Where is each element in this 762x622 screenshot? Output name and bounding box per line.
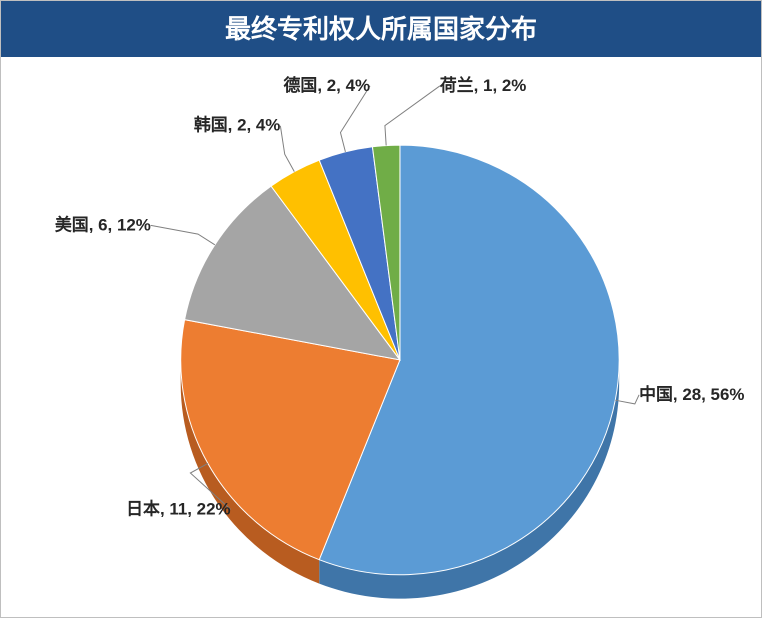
- label-韩国: 韩国, 2, 4%: [194, 115, 281, 135]
- chart-title-bar: 最终专利权人所属国家分布: [1, 1, 761, 57]
- chart-frame: 最终专利权人所属国家分布 中国, 28, 56% 日本, 11, 22% 美国, 6…: [0, 0, 762, 618]
- label-德国: 德国, 2, 4%: [284, 75, 371, 95]
- pie-chart-svg: 中国, 28, 56% 日本, 11, 22% 美国, 6, 12% 韩国, 2, 4…: [1, 61, 761, 617]
- label-荷兰: 荷兰, 1, 2%: [440, 75, 527, 95]
- chart-title: 最终专利权人所属国家分布: [225, 14, 537, 44]
- label-中国: 中国, 28, 56%: [639, 384, 744, 404]
- pie-top: [181, 145, 619, 575]
- label-日本: 日本, 11, 22%: [126, 498, 230, 518]
- pie-chart: 中国, 28, 56% 日本, 11, 22% 美国, 6, 12% 韩国, 2, 4…: [1, 61, 761, 617]
- label-美国: 美国, 6, 12%: [55, 214, 151, 234]
